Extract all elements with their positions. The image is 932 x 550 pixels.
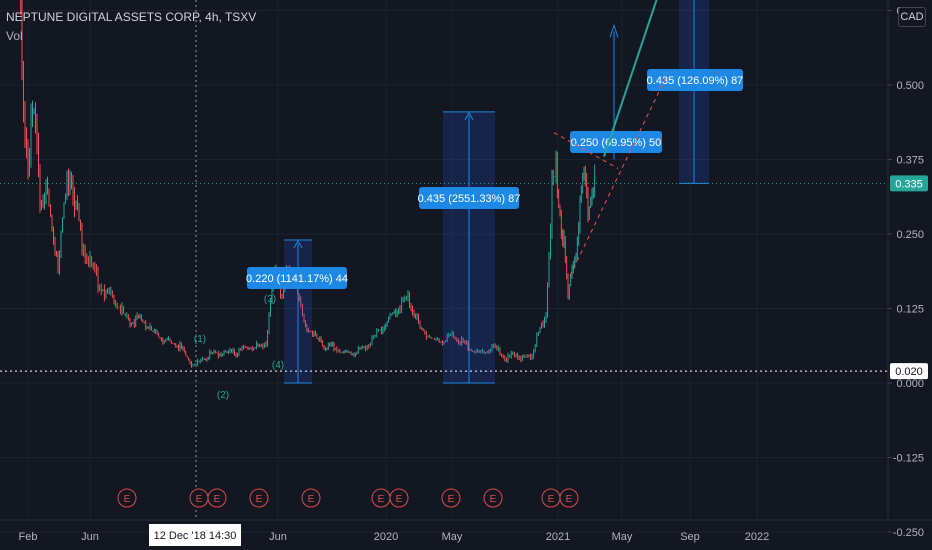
earnings-icon xyxy=(389,488,409,508)
crosshair-time-box xyxy=(149,524,241,546)
symbol-title[interactable]: NEPTUNE DIGITAL ASSETS CORP, 4h, TSXV xyxy=(6,10,257,24)
price-tag-last xyxy=(890,175,928,192)
price-tick-label: 0.375 xyxy=(896,155,924,167)
crosshair-time-label: 12 Dec '18 14:30 xyxy=(154,530,237,542)
measure-callout-2: 0.435 (2551.33%) 87 xyxy=(418,187,521,209)
time-axis-label: 2021 xyxy=(546,531,570,543)
callout-box xyxy=(570,131,662,153)
volume-indicator-label[interactable]: Vol xyxy=(6,29,23,43)
callout-text: 0.435 (126.09%) 87 xyxy=(647,75,744,87)
earnings-label: E xyxy=(214,494,221,505)
measure-arrow-3-head xyxy=(609,23,619,38)
earnings-marker: E xyxy=(249,488,269,508)
earnings-marker: E xyxy=(189,488,209,508)
measure-box-1-arrow-head xyxy=(293,239,303,249)
earnings-marker: E xyxy=(117,488,137,508)
time-axis-label: Jun xyxy=(81,531,99,543)
earnings-icon xyxy=(207,488,227,508)
earnings-label: E xyxy=(256,494,263,505)
price-tick-label: 0.125 xyxy=(896,304,924,316)
price-tick-label: 0.250 xyxy=(896,229,924,241)
earnings-icon xyxy=(249,488,269,508)
earnings-marker: E xyxy=(207,488,227,508)
earnings-label: E xyxy=(548,494,555,505)
price-tick-label: 0.000 xyxy=(896,378,924,390)
wave-label: (1) xyxy=(194,334,206,345)
callout-text: 0.435 (2551.33%) 87 xyxy=(418,193,521,205)
earnings-icon xyxy=(483,488,503,508)
time-axis-label: Sep xyxy=(680,531,700,543)
earnings-marker: E xyxy=(441,488,461,508)
time-axis-label: May xyxy=(442,531,463,543)
earnings-label: E xyxy=(378,494,385,505)
earnings-label: E xyxy=(124,494,131,505)
currency-button[interactable]: CAD xyxy=(898,7,926,27)
earnings-marker: E xyxy=(371,488,391,508)
price-tag-low xyxy=(890,363,928,380)
price-tick-label: -0.250 xyxy=(893,527,924,539)
earnings-marker: E xyxy=(559,488,579,508)
measure-callout-3: 0.250 (69.95%) 50 xyxy=(570,131,662,153)
earnings-icon xyxy=(117,488,137,508)
earnings-icon xyxy=(559,488,579,508)
earnings-icon xyxy=(441,488,461,508)
time-axis-label: 2020 xyxy=(374,531,398,543)
earnings-marker: E xyxy=(301,488,321,508)
price-tick-label: 0.500 xyxy=(896,80,924,92)
earnings-label: E xyxy=(490,494,497,505)
time-axis-label: Feb xyxy=(19,531,38,543)
measure-callout-1: 0.220 (1141.17%) 44 xyxy=(246,267,348,289)
drawings-layer: 0.220 (1141.17%) 44 0.435 (2551.33%) 87 0.… xyxy=(0,0,888,520)
price-tag-label: 0.020 xyxy=(895,366,923,378)
callout-box xyxy=(419,187,519,209)
earnings-marker: E xyxy=(389,488,409,508)
earnings-label: E xyxy=(308,494,315,505)
earnings-label: E xyxy=(566,494,573,505)
earnings-marker: E xyxy=(541,488,561,508)
earnings-marker: E xyxy=(483,488,503,508)
callout-text: 0.250 (69.95%) 50 xyxy=(571,137,662,149)
wave-label: (2) xyxy=(217,390,229,401)
time-axis-label: May xyxy=(612,531,633,543)
callout-box xyxy=(647,69,743,91)
time-axis[interactable]: Feb Jun Jun 2020 May 2021 May Sep 2022 12 Dec '18… xyxy=(0,519,932,546)
callout-box xyxy=(247,267,347,289)
wave-label: (3) xyxy=(264,294,276,305)
trendline-lower xyxy=(569,72,669,276)
measure-box-2-arrow-head xyxy=(464,111,474,121)
measure-callout-4: 0.435 (126.09%) 87 xyxy=(647,69,744,91)
earnings-icon xyxy=(301,488,321,508)
earnings-label: E xyxy=(196,494,203,505)
callout-text: 0.220 (1141.17%) 44 xyxy=(246,273,348,285)
price-tick-label: -0.125 xyxy=(893,453,924,465)
price-tag-label: 0.335 xyxy=(895,178,923,190)
projection-arrow xyxy=(603,0,658,157)
earnings-label: E xyxy=(396,494,403,505)
earnings-label: E xyxy=(448,494,455,505)
time-axis-label: Jun xyxy=(269,531,287,543)
wave-label: (4) xyxy=(272,360,284,371)
price-axis[interactable]: 1.0000.8750.7500.6250.5000.3750.2500.125… xyxy=(887,0,924,539)
time-axis-label: 2022 xyxy=(745,531,769,543)
chart-legend: NEPTUNE DIGITAL ASSETS CORP, 4h, TSXV Vo… xyxy=(6,10,256,43)
